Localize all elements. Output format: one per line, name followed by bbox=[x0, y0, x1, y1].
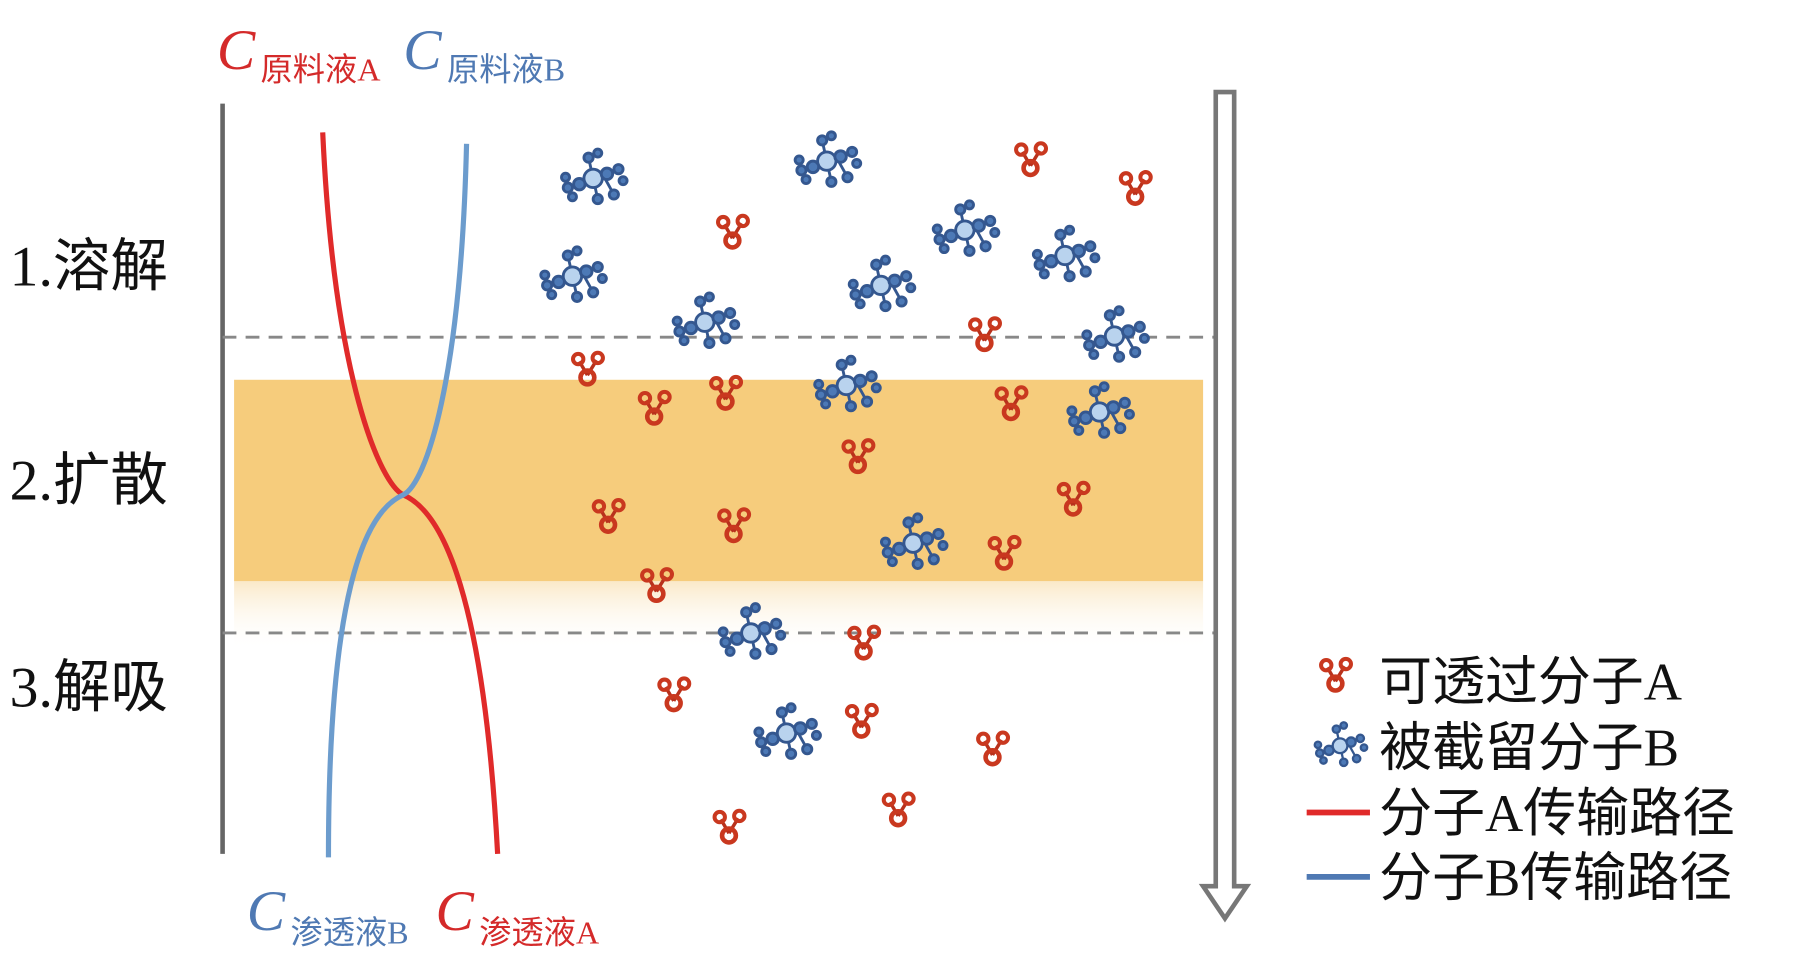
c-subscript: 原料液A bbox=[261, 52, 382, 88]
c-symbol: C bbox=[403, 19, 442, 82]
c-subscript: 原料液B bbox=[447, 52, 565, 88]
path-b bbox=[325, 143, 470, 858]
c-subscript: 渗透液A bbox=[479, 915, 600, 951]
legend-icon-b bbox=[1313, 721, 1369, 768]
legend: 可透过分子A 被截留分子B 分子A传输路径 分子B传输路径 bbox=[1306, 654, 1735, 907]
legend-label: 分子B传输路径 bbox=[1379, 849, 1732, 907]
stage-label: 3.解吸 bbox=[10, 657, 168, 720]
stage-label: 2.扩散 bbox=[10, 449, 168, 512]
legend-label: 可透过分子A bbox=[1379, 654, 1682, 712]
membrane-band bbox=[234, 379, 1204, 582]
stage-label: 1.溶解 bbox=[10, 235, 168, 298]
legend-label: 被截留分子B bbox=[1379, 719, 1679, 777]
flow-arrow bbox=[1198, 89, 1252, 923]
c-symbol: C bbox=[247, 880, 286, 943]
legend-icon-a bbox=[1321, 659, 1351, 691]
legend-label: 分子A传输路径 bbox=[1379, 785, 1735, 843]
c-symbol: C bbox=[435, 880, 474, 943]
membrane-fade bbox=[234, 581, 1204, 651]
c-subscript: 渗透液B bbox=[290, 915, 408, 951]
c-symbol: C bbox=[217, 19, 256, 82]
